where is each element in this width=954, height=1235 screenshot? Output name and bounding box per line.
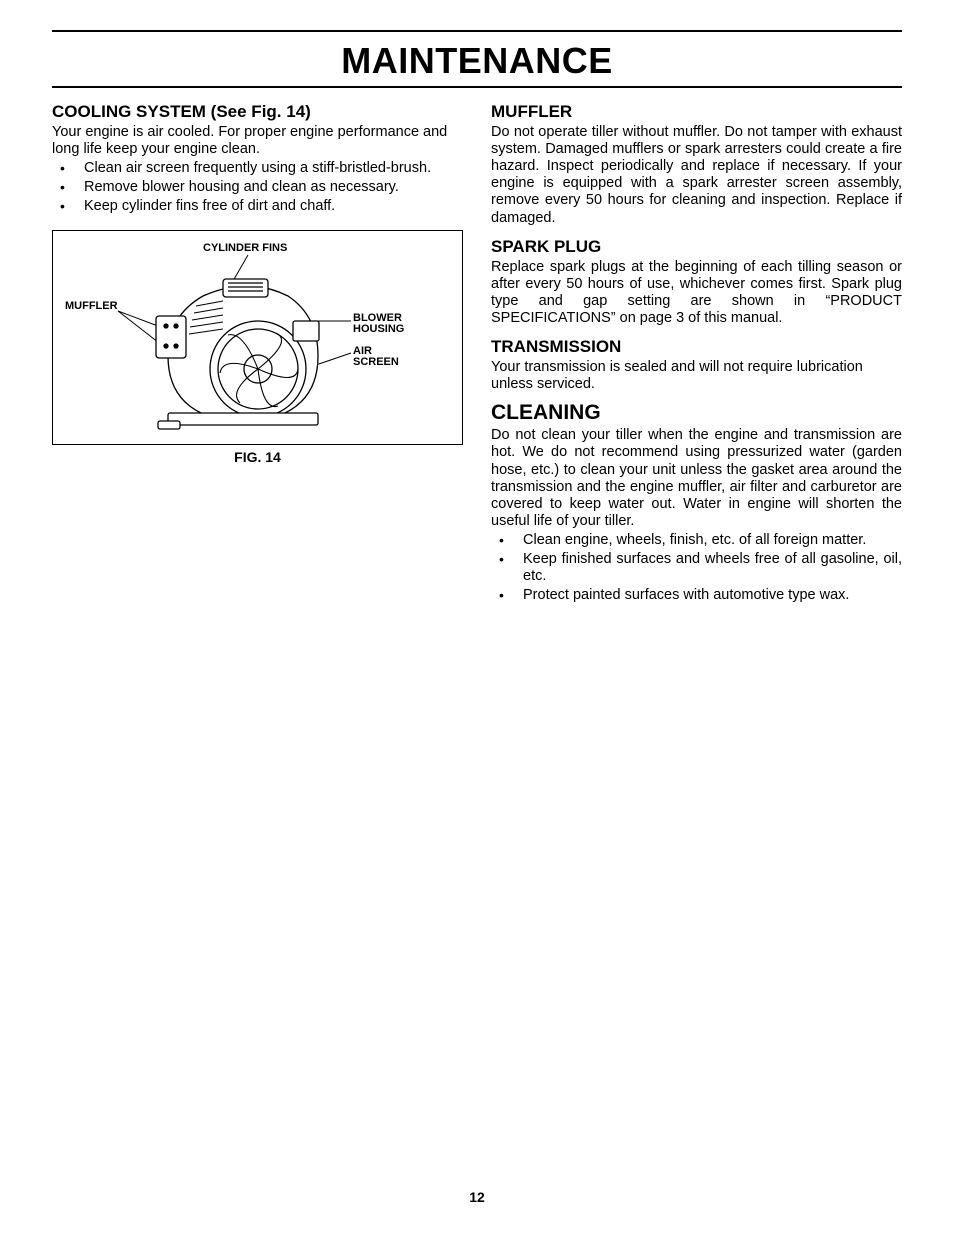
list-item: Clean engine, wheels, finish, etc. of al… — [491, 532, 902, 549]
page-title: MAINTENANCE — [52, 34, 902, 86]
cleaning-body: Do not clean your tiller when the engine… — [491, 427, 902, 530]
list-item: Clean air screen frequently using a stif… — [52, 160, 463, 177]
rule-top — [52, 30, 902, 32]
heading-cooling-system: COOLING SYSTEM (See Fig. 14) — [52, 102, 463, 122]
list-item: Keep cylinder fins free of dirt and chaf… — [52, 198, 463, 215]
cleaning-bullets: Clean engine, wheels, finish, etc. of al… — [491, 532, 902, 604]
transmission-body: Your transmission is sealed and will not… — [491, 359, 902, 393]
right-column: MUFFLER Do not operate tiller without mu… — [491, 98, 902, 606]
cooling-bullets: Clean air screen frequently using a stif… — [52, 160, 463, 215]
heading-transmission: TRANSMISSION — [491, 337, 902, 357]
list-item: Remove blower housing and clean as neces… — [52, 179, 463, 196]
list-item: Keep finished surfaces and wheels free o… — [491, 551, 902, 585]
left-column: COOLING SYSTEM (See Fig. 14) Your engine… — [52, 98, 463, 606]
heading-cleaning: CLEANING — [491, 401, 902, 425]
spark-plug-body: Replace spark plugs at the beginning of … — [491, 259, 902, 327]
figure-caption: FIG. 14 — [52, 449, 463, 465]
muffler-body: Do not operate tiller without muffler. D… — [491, 124, 902, 227]
figure-14: CYLINDER FINS MUFFLER BLOWER HOUSING AIR… — [52, 230, 463, 445]
content-columns: COOLING SYSTEM (See Fig. 14) Your engine… — [52, 98, 902, 606]
heading-muffler: MUFFLER — [491, 102, 902, 122]
list-item: Protect painted surfaces with automotive… — [491, 587, 902, 604]
page-number: 12 — [0, 1189, 954, 1205]
engine-illustration — [148, 261, 338, 436]
rule-bottom — [52, 86, 902, 88]
heading-spark-plug: SPARK PLUG — [491, 237, 902, 257]
cooling-intro: Your engine is air cooled. For proper en… — [52, 124, 463, 158]
